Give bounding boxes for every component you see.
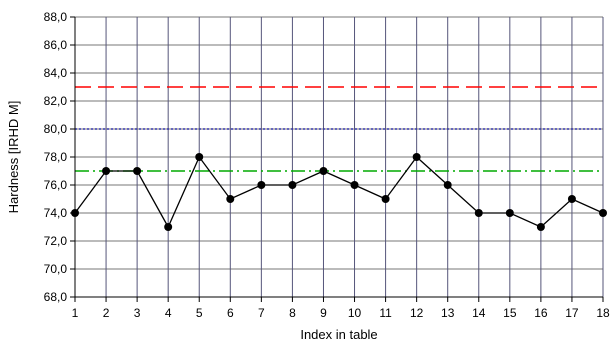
tick-labels: 68,0 70,0 72,0 74,0 76,0 78,0 80,0 82,0 84,0 86,0… <box>44 10 610 320</box>
x-tick-label: 12 <box>410 306 424 320</box>
x-tick-label: 13 <box>441 306 455 320</box>
x-axis-label: Index in table <box>300 327 377 342</box>
y-tick-label: 86,0 <box>44 38 68 52</box>
reference-lines <box>75 86 603 172</box>
data-point <box>505 209 514 217</box>
data-point <box>381 195 390 203</box>
data-point <box>350 181 359 189</box>
y-tick-label: 72,0 <box>44 234 68 248</box>
data-point <box>226 195 235 203</box>
x-tick-label: 11 <box>379 306 392 320</box>
x-tick-label: 2 <box>103 306 110 320</box>
x-tick-label: 3 <box>134 306 141 320</box>
data-point <box>599 209 607 217</box>
series-line <box>74 155 604 229</box>
x-tick-label: 17 <box>565 306 579 320</box>
y-tick-label: 68,0 <box>44 290 68 304</box>
axes <box>70 16 604 302</box>
y-tick-label: 82,0 <box>44 94 68 108</box>
data-point <box>412 153 421 161</box>
data-point <box>195 153 204 161</box>
data-point <box>536 223 545 231</box>
y-tick-label: 80,0 <box>44 122 68 136</box>
data-point <box>102 167 111 175</box>
data-point <box>164 223 173 231</box>
y-tick-label: 84,0 <box>44 66 68 80</box>
y-tick-label: 78,0 <box>44 150 68 164</box>
data-point <box>133 167 142 175</box>
x-tick-label: 15 <box>503 306 517 320</box>
data-point <box>319 167 328 175</box>
data-series <box>71 153 607 231</box>
y-tick-label: 76,0 <box>44 178 68 192</box>
x-tick-label: 6 <box>227 306 234 320</box>
data-point <box>474 209 483 217</box>
grid <box>75 16 604 297</box>
x-tick-label: 18 <box>596 306 610 320</box>
y-tick-label: 70,0 <box>44 262 68 276</box>
y-tick-label: 74,0 <box>44 206 68 220</box>
x-tick-label: 8 <box>289 306 296 320</box>
x-tick-label: 4 <box>165 306 172 320</box>
y-axis-label: Hardness [IRHD M] <box>6 101 21 214</box>
x-tick-label: 7 <box>258 306 265 320</box>
data-point <box>567 195 576 203</box>
x-tick-label: 5 <box>196 306 203 320</box>
x-tick-label: 10 <box>348 306 362 320</box>
data-point <box>71 209 79 217</box>
data-point <box>288 181 297 189</box>
data-point <box>443 181 452 189</box>
x-tick-label: 14 <box>472 306 486 320</box>
y-tick-label: 88,0 <box>44 10 68 24</box>
x-tick-label: 1 <box>72 306 79 320</box>
data-point <box>257 181 266 189</box>
x-tick-label: 9 <box>320 306 327 320</box>
x-tick-label: 16 <box>534 306 548 320</box>
